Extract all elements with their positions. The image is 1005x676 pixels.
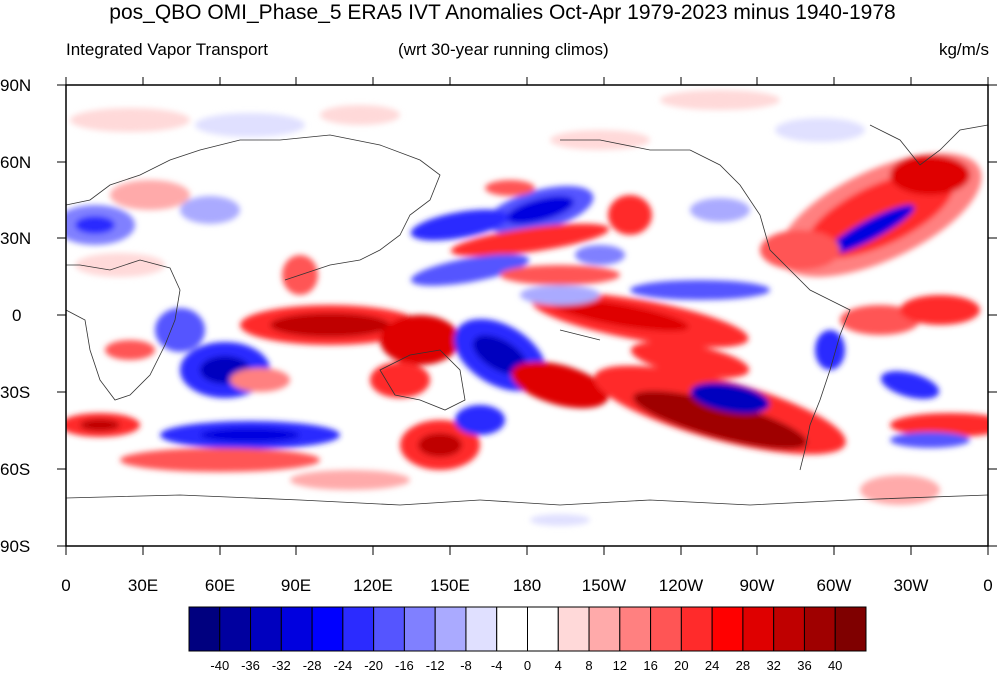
lon-label-0-end: 0	[983, 576, 993, 595]
colorbar-swatch	[311, 606, 344, 652]
colorbar-swatch	[588, 606, 621, 652]
lat-label-30s: 30S	[0, 383, 31, 402]
colorbar-swatch	[834, 606, 867, 652]
lat-label-60n: 60N	[0, 153, 32, 172]
lon-label-150e: 150E	[430, 576, 470, 595]
lat-label-eq: 0	[12, 306, 22, 325]
colorbar-label: 32	[766, 658, 781, 673]
lon-label-30w: 30W	[893, 576, 929, 595]
map-title: pos_QBO OMI_Phase_5 ERA5 IVT Anomalies O…	[109, 1, 896, 24]
lat-label-90s: 90S	[0, 537, 31, 556]
variable-label: Integrated Vapor Transport	[66, 40, 268, 59]
lon-label-90e: 90E	[280, 576, 312, 595]
colorbar-label: -28	[302, 658, 322, 673]
colorbar-label: 40	[827, 658, 843, 673]
colorbar-label: -8	[460, 658, 472, 673]
colorbar-swatch	[219, 606, 252, 652]
colorbar-swatch	[527, 606, 559, 652]
anomaly-map	[57, 77, 997, 555]
lon-label-120e: 120E	[353, 576, 393, 595]
coastlines	[66, 124, 988, 506]
lat-label-30n: 30N	[0, 229, 32, 248]
colorbar-swatch	[342, 606, 375, 652]
colorbar-label: -12	[425, 658, 445, 673]
colorbar-label: 16	[643, 658, 658, 673]
colorbar-swatch	[280, 606, 313, 652]
colorbar-swatch	[557, 606, 590, 652]
colorbar-label: -40	[210, 658, 230, 673]
lon-label-120w: 120W	[658, 576, 704, 595]
lon-label-150w: 150W	[581, 576, 627, 595]
colorbar-swatch	[773, 606, 805, 652]
colorbar-label: 24	[704, 658, 720, 673]
colorbar-swatch	[711, 606, 744, 652]
colorbar-swatch	[188, 606, 221, 652]
colorbar-swatch	[742, 606, 775, 652]
colorbar-label: 28	[735, 658, 751, 673]
anomaly-field	[66, 85, 988, 546]
colorbar-label: 4	[554, 658, 562, 673]
colorbar-swatch	[496, 606, 529, 652]
colorbar	[188, 606, 867, 652]
lon-label-30e: 30E	[127, 576, 159, 595]
colorbar-swatch	[803, 606, 836, 652]
colorbar-label: 36	[797, 658, 812, 673]
colorbar-swatch	[434, 606, 467, 652]
colorbar-label: 12	[612, 658, 628, 673]
units-label: kg/m/s	[938, 40, 989, 59]
colorbar-swatch	[650, 606, 682, 652]
lat-label-60s: 60S	[0, 460, 31, 479]
lon-label-90w: 90W	[739, 576, 775, 595]
colorbar-label: 20	[674, 658, 689, 673]
climatology-note: (wrt 30-year running climos)	[398, 40, 609, 59]
colorbar-label: 0	[523, 658, 532, 673]
lon-label-180: 180	[512, 576, 542, 595]
colorbar-label: -32	[271, 658, 291, 673]
colorbar-swatch	[465, 606, 498, 652]
colorbar-label: -36	[241, 658, 260, 673]
lon-label-0: 0	[61, 576, 71, 595]
lat-label-90n: 90N	[0, 76, 32, 95]
colorbar-label: -20	[364, 658, 383, 673]
colorbar-boxes	[188, 606, 867, 652]
axis-ticks	[57, 77, 997, 555]
colorbar-swatch	[373, 606, 405, 652]
colorbar-label: -4	[490, 658, 503, 673]
colorbar-swatch	[619, 606, 652, 652]
colorbar-swatch	[403, 606, 436, 652]
colorbar-swatch	[680, 606, 713, 652]
colorbar-label: -24	[333, 658, 353, 673]
lon-label-60w: 60W	[816, 576, 852, 595]
colorbar-swatch	[250, 606, 282, 652]
colorbar-label: 8	[585, 658, 593, 673]
lon-label-60e: 60E	[204, 576, 236, 595]
colorbar-label: -16	[394, 658, 414, 673]
